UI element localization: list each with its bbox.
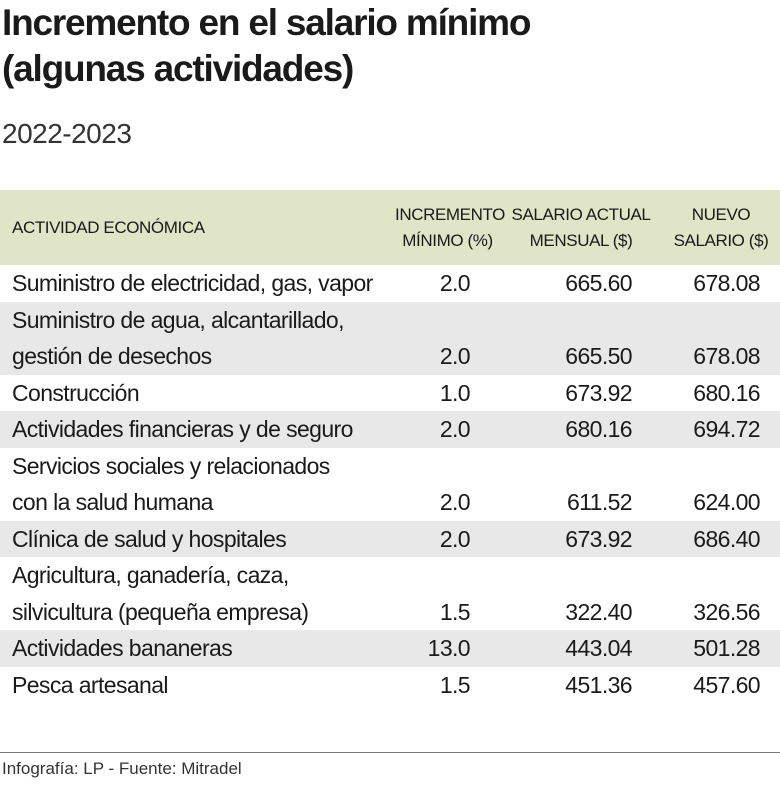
value-cell: 694.72 (693, 416, 760, 442)
header-cell: NUEVO SALARIO ($) (662, 190, 780, 265)
footer: Infografía: LP - Fuente: Mitradel (2, 759, 242, 778)
value-cell: 678.08 (693, 270, 760, 296)
header-line: INCREMENTO (395, 204, 505, 224)
activity-line: Construcción (12, 379, 140, 406)
value-cell: 673.92 (565, 525, 632, 552)
value-cell: 322.40 (565, 598, 632, 625)
activity-cell: Pesca artesanal (0, 667, 395, 704)
value-cell: 1.0 (439, 379, 471, 406)
activity-line: Servicios sociales y relacionados (12, 452, 330, 479)
header-line: SALARIO ($) (673, 230, 769, 250)
value-cell: 2.0 (439, 270, 471, 296)
table-row: Servicios sociales y relacionados con la … (0, 448, 780, 521)
value-cell: 2.0 (439, 416, 471, 442)
activity-cell: Construcción (0, 375, 395, 412)
table-row: Actividades financieras y de seguro 2.0 68… (0, 411, 780, 448)
subtitle: 2022-2023 (2, 118, 132, 149)
activity-line: con la salud humana (12, 489, 213, 515)
header-cell: ACTIVIDAD ECONÓMICA (0, 190, 395, 265)
value-cell: 451.36 (565, 671, 632, 698)
table-row: Clínica de salud y hospitales 2.0 673.92 68… (0, 520, 780, 558)
value-cell: 665.60 (565, 270, 632, 296)
value-cell: 1.5 (439, 671, 471, 698)
table-row: Actividades bananeras 13.0 443.04 501.28 (0, 630, 780, 667)
activity-cell: Clínica de salud y hospitales (0, 521, 395, 558)
header-cell: INCREMENTO MÍNIMO (%) (395, 190, 505, 265)
activity-cell: Actividades financieras y de seguro (0, 411, 395, 448)
activity-line: silvicultura (pequeña empresa) (12, 598, 309, 625)
title-line: Incremento en el salario mínimo (2, 2, 531, 43)
value-cell: 2.0 (439, 525, 471, 552)
activity-line: gestión de desechos (12, 343, 212, 369)
activity-cell: Agricultura, ganadería, caza, silvicultur… (0, 557, 395, 630)
value-cell: 686.40 (693, 525, 760, 552)
header-line: MÍNIMO (%) (402, 230, 493, 250)
activity-line: Actividades financieras y de seguro (12, 416, 353, 442)
value-cell: 624.00 (693, 489, 760, 515)
table-row: Construcción 1.0 673.92 680.16 (0, 375, 780, 412)
activity-cell: Suministro de agua, alcantarillado, gesti… (0, 302, 395, 375)
activity-cell: Suministro de electricidad, gas, vapor (0, 265, 395, 302)
value-cell: 680.16 (693, 379, 760, 406)
value-cell: 326.56 (693, 598, 760, 625)
header-line: SALARIO ACTUAL (511, 204, 651, 224)
activity-line: Suministro de agua, alcantarillado, (12, 306, 344, 333)
value-cell: 673.92 (565, 379, 632, 406)
value-cell: 1.5 (439, 598, 471, 625)
activity-line: Actividades bananeras (12, 635, 233, 661)
value-cell: 501.28 (693, 635, 760, 661)
value-cell: 2.0 (439, 343, 471, 369)
header-line: MENSUAL ($) (529, 230, 633, 250)
value-cell: 13.0 (427, 635, 471, 661)
value-cell: 665.50 (565, 343, 632, 369)
table-row: Suministro de electricidad, gas, vapor 2.… (0, 265, 780, 302)
table: ACTIVIDAD ECONÓMICA INCREMENTO MÍNIMO (%) S… (0, 190, 780, 703)
value-cell: 457.60 (693, 671, 760, 698)
value-cell: 443.04 (565, 635, 632, 661)
title-line: (algunas actividades) (2, 48, 354, 89)
header-line: NUEVO (691, 204, 751, 224)
activity-cell: Actividades bananeras (0, 630, 395, 667)
value-cell: 2.0 (439, 489, 471, 515)
header-line: ACTIVIDAD ECONÓMICA (12, 217, 205, 237)
header-cell: SALARIO ACTUAL MENSUAL ($) (500, 190, 662, 265)
table-row: Agricultura, ganadería, caza, silvicultur… (0, 557, 780, 630)
value-cell: 678.08 (693, 343, 760, 369)
title: Incremento en el salario mínimo (algunas … (2, 0, 531, 92)
value-cell: 611.52 (566, 489, 633, 515)
activity-line: Clínica de salud y hospitales (12, 525, 287, 552)
activity-line: Suministro de electricidad, gas, vapor (12, 270, 373, 296)
table-row: Suministro de agua, alcantarillado, gesti… (0, 301, 780, 375)
rule (0, 752, 780, 753)
activity-line: Pesca artesanal (12, 671, 169, 698)
activity-cell: Servicios sociales y relacionados con la … (0, 448, 395, 521)
activity-line: Agricultura, ganadería, caza, (12, 562, 289, 588)
value-cell: 680.16 (565, 416, 632, 442)
table-row: Pesca artesanal 1.5 451.36 457.60 (0, 667, 780, 704)
header-row: ACTIVIDAD ECONÓMICA INCREMENTO MÍNIMO (%) S… (0, 190, 780, 265)
